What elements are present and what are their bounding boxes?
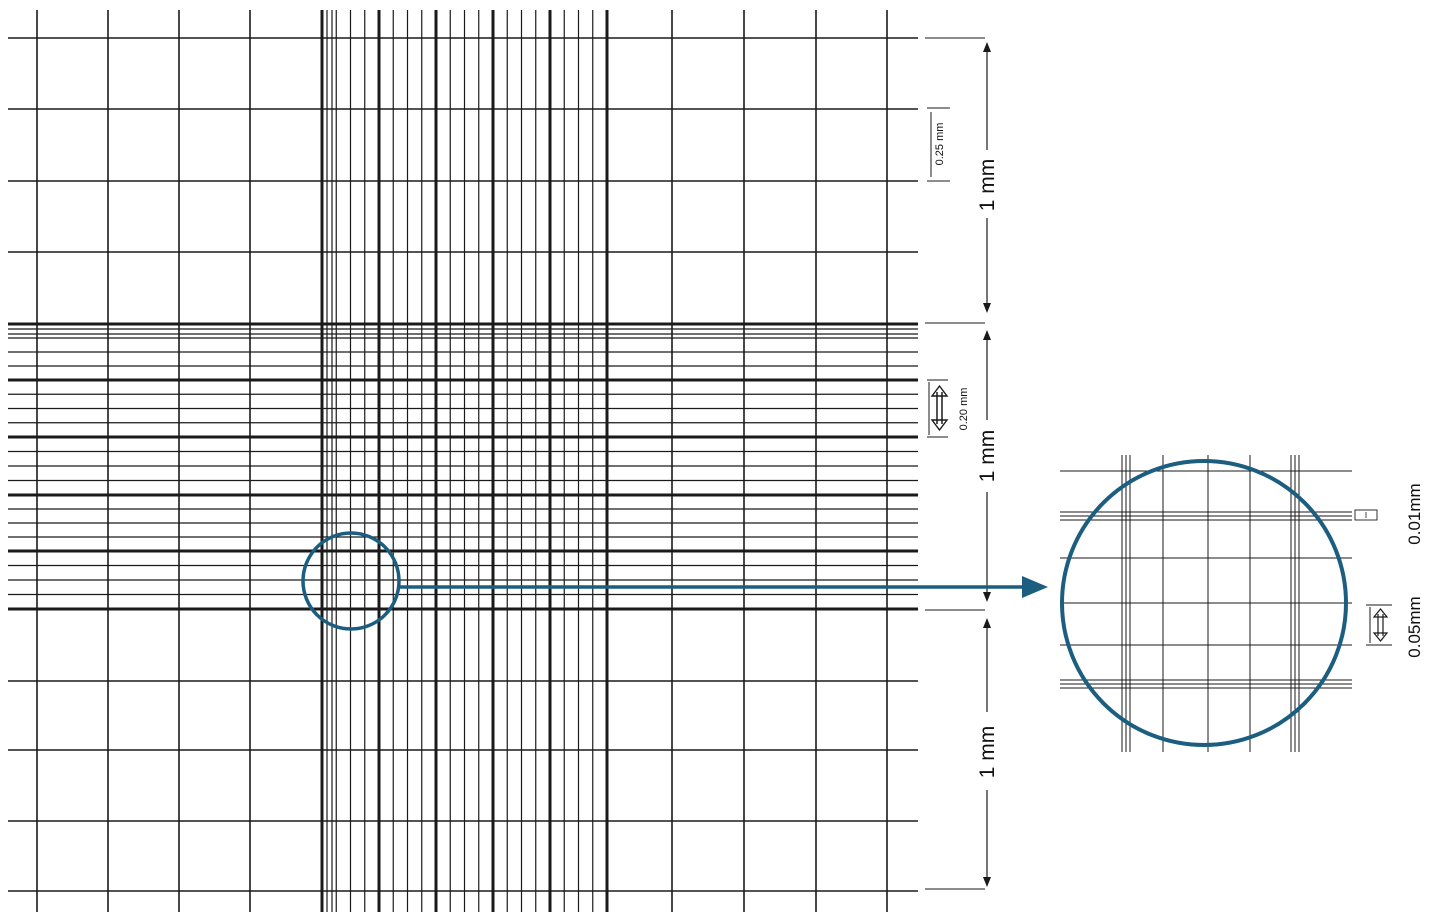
top-1mm-dimension: 1 mm — [925, 37, 999, 324]
inset-circle — [1060, 459, 1348, 747]
small-square-label: 0.20 mm — [958, 388, 970, 431]
arrow-up-icon — [983, 42, 991, 52]
top-1mm-label: 1 mm — [976, 159, 999, 212]
magnifier-callout — [301, 531, 1048, 631]
square-spacing-label: 0.05mm — [1405, 596, 1424, 657]
dimension-annotations: 1 mm 0.25 mm 1 mm — [925, 37, 999, 890]
arrow-right-icon — [1022, 576, 1048, 598]
double-headed-arrow-icon — [1372, 608, 1389, 642]
inset-grid — [1060, 455, 1352, 752]
small-square-dimension: 0.20 mm — [927, 379, 970, 438]
arrow-down-icon — [983, 877, 991, 887]
inset-detail: 0.01mm 0.05mm — [1060, 455, 1424, 752]
middle-1mm-label: 1 mm — [976, 430, 999, 483]
arrow-down-icon — [983, 303, 991, 313]
large-square-dimension: 0.25 mm — [927, 107, 950, 182]
bottom-1mm-dimension: 1 mm — [925, 618, 999, 890]
circle-highlight-icon — [301, 531, 401, 631]
double-headed-arrow-icon — [930, 384, 949, 432]
fine-spacing-dimension: 0.01mm — [1354, 483, 1424, 545]
counting-chamber-grid — [8, 10, 918, 912]
large-square-label: 0.25 mm — [934, 123, 946, 166]
fine-spacing-label: 0.01mm — [1405, 483, 1424, 544]
arrow-up-icon — [983, 330, 991, 340]
arrow-up-icon — [983, 618, 991, 628]
middle-1mm-dimension: 1 mm — [925, 330, 999, 611]
square-spacing-dimension: 0.05mm — [1366, 596, 1424, 658]
arrow-down-icon — [983, 592, 991, 602]
bottom-1mm-label: 1 mm — [976, 726, 999, 779]
